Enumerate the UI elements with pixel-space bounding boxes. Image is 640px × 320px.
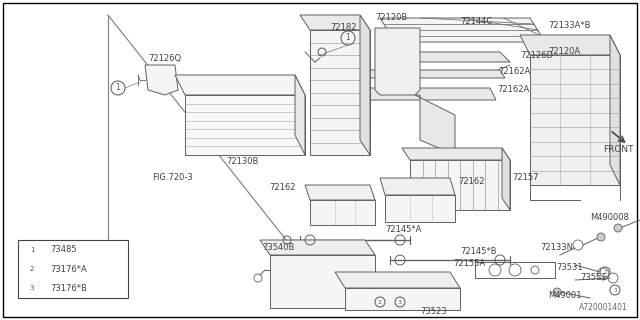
Text: 3: 3 xyxy=(613,287,617,292)
Polygon shape xyxy=(335,272,460,288)
Polygon shape xyxy=(345,288,460,310)
Circle shape xyxy=(553,288,561,296)
Circle shape xyxy=(614,224,622,232)
Text: 72126D: 72126D xyxy=(520,52,553,60)
Polygon shape xyxy=(310,30,370,155)
Text: 72144C: 72144C xyxy=(460,18,492,27)
Circle shape xyxy=(597,233,605,241)
Polygon shape xyxy=(185,95,305,155)
Text: 72120B: 72120B xyxy=(375,13,407,22)
Text: 72157: 72157 xyxy=(512,173,538,182)
Text: 73176*B: 73176*B xyxy=(50,284,87,293)
Polygon shape xyxy=(175,75,305,95)
Text: 73485: 73485 xyxy=(50,245,77,254)
Text: 2: 2 xyxy=(378,300,382,305)
Polygon shape xyxy=(380,178,455,195)
Text: 3: 3 xyxy=(398,300,402,305)
Text: 73551: 73551 xyxy=(580,274,607,283)
Polygon shape xyxy=(260,240,375,255)
Bar xyxy=(18,240,128,298)
Polygon shape xyxy=(380,18,545,42)
Polygon shape xyxy=(305,185,375,200)
Text: 72145*A: 72145*A xyxy=(385,226,421,235)
Polygon shape xyxy=(402,148,510,160)
Text: FRONT: FRONT xyxy=(603,146,633,155)
Polygon shape xyxy=(415,95,455,155)
Polygon shape xyxy=(300,15,370,30)
Text: 73540B: 73540B xyxy=(262,244,294,252)
Polygon shape xyxy=(295,75,305,155)
Text: 72133N: 72133N xyxy=(540,244,573,252)
Text: 72120A: 72120A xyxy=(548,47,580,57)
Polygon shape xyxy=(145,65,178,95)
Text: 72145*B: 72145*B xyxy=(460,247,497,257)
Polygon shape xyxy=(330,88,496,100)
Text: 72182: 72182 xyxy=(330,23,356,33)
Text: 72162A: 72162A xyxy=(497,85,529,94)
Text: 1: 1 xyxy=(346,34,350,43)
Text: 73176*A: 73176*A xyxy=(50,265,87,274)
Text: 1: 1 xyxy=(29,247,35,253)
Text: 3: 3 xyxy=(29,285,35,291)
Text: 72162: 72162 xyxy=(269,183,296,193)
Polygon shape xyxy=(520,35,620,55)
Polygon shape xyxy=(360,15,370,155)
Polygon shape xyxy=(340,70,505,78)
Polygon shape xyxy=(502,148,510,210)
Text: 2: 2 xyxy=(604,269,607,275)
Text: 73531: 73531 xyxy=(556,263,582,273)
Polygon shape xyxy=(385,195,455,222)
Polygon shape xyxy=(375,52,510,62)
Polygon shape xyxy=(375,28,420,95)
Text: 72126Q: 72126Q xyxy=(148,53,181,62)
Text: A720001401: A720001401 xyxy=(579,303,628,312)
Text: M490008: M490008 xyxy=(590,213,629,222)
Polygon shape xyxy=(410,160,510,210)
Polygon shape xyxy=(610,35,620,185)
Text: 2: 2 xyxy=(30,266,34,272)
Text: M49001: M49001 xyxy=(548,292,582,300)
Text: 72133A*B: 72133A*B xyxy=(548,20,591,29)
Text: 1: 1 xyxy=(116,84,120,92)
Polygon shape xyxy=(530,55,620,185)
Text: 73523: 73523 xyxy=(420,308,447,316)
Text: 72162A: 72162A xyxy=(498,68,531,76)
Text: 72130B: 72130B xyxy=(226,157,259,166)
Polygon shape xyxy=(310,200,375,225)
Polygon shape xyxy=(270,255,375,308)
Text: 72162: 72162 xyxy=(458,178,484,187)
Text: FIG.720-3: FIG.720-3 xyxy=(152,173,193,182)
Text: 72155A: 72155A xyxy=(453,259,485,268)
